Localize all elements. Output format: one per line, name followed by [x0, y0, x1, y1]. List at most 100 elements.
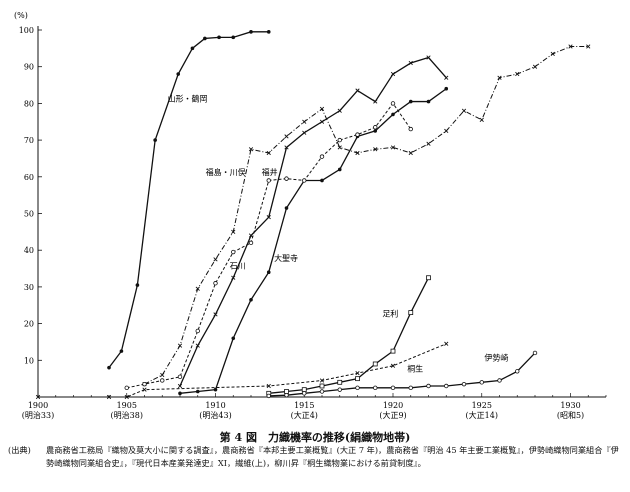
y-tick-label: 50	[24, 210, 34, 219]
data-point	[461, 108, 467, 113]
data-point	[124, 385, 129, 391]
data-point	[160, 372, 165, 378]
data-point	[266, 393, 271, 399]
data-point	[586, 44, 591, 49]
series-label: 大聖寺	[274, 253, 298, 263]
data-point	[248, 147, 254, 152]
data-point	[142, 381, 147, 387]
data-point	[355, 376, 360, 382]
data-point	[337, 108, 342, 113]
data-point	[106, 394, 112, 400]
y-tick-label: 80	[24, 99, 34, 108]
data-point	[319, 106, 325, 112]
data-point	[319, 378, 325, 383]
x-tick-label: 1920	[383, 401, 403, 410]
y-tick-label: 100	[19, 26, 34, 35]
data-point	[390, 348, 396, 354]
data-point	[213, 281, 218, 286]
chart-axes: 102030405060708090100(%)1900(明治33)1905(明…	[14, 11, 607, 420]
data-point	[249, 30, 253, 34]
data-point	[479, 380, 484, 385]
data-point	[195, 343, 200, 348]
y-tick-label: 90	[24, 63, 34, 72]
series-4	[124, 101, 413, 391]
x-tick-sublabel: (明治38)	[111, 410, 143, 420]
data-point	[35, 394, 41, 400]
data-point	[337, 137, 342, 143]
data-point	[426, 141, 431, 146]
data-point	[284, 145, 289, 150]
data-point	[319, 154, 325, 159]
data-point	[408, 310, 414, 315]
source-citation: (出典) 農商務省工務局『織物及莫大小に関する調査』，農商務省『本邦主要工業概覧…	[8, 444, 626, 470]
data-point	[532, 64, 538, 69]
series-label: 桐生	[407, 363, 423, 373]
data-point	[213, 312, 218, 317]
data-point	[355, 132, 360, 137]
x-tick-sublabel: (大正4)	[291, 410, 318, 420]
data-point	[391, 112, 395, 117]
data-point	[195, 328, 200, 334]
x-tick-sublabel: (明治43)	[199, 410, 231, 420]
series-7	[266, 350, 538, 399]
data-point	[142, 387, 147, 392]
data-point	[337, 387, 342, 392]
data-point	[213, 387, 218, 392]
data-point	[302, 130, 307, 135]
x-tick-sublabel: (昭和5)	[557, 411, 584, 420]
data-point	[124, 394, 129, 400]
y-tick-label: 40	[24, 246, 34, 255]
data-point	[497, 75, 502, 80]
x-tick-label: 1900	[28, 401, 48, 410]
series-line	[179, 88, 447, 394]
series-label: 石川	[230, 262, 246, 271]
y-tick-label: 30	[24, 283, 34, 292]
data-point	[190, 46, 195, 51]
x-tick-label: 1915	[294, 401, 314, 410]
data-point	[248, 240, 254, 246]
figure-title: 第 4 図 力織機率の推移(絹織物地帯)	[219, 431, 411, 444]
data-point	[266, 383, 271, 389]
data-point	[266, 215, 271, 220]
chart-series	[35, 30, 591, 400]
source-prefix: (出典)	[8, 445, 31, 455]
data-point	[355, 150, 360, 156]
data-point	[355, 371, 360, 376]
data-point	[249, 297, 253, 302]
series-label: 福島・川俣	[206, 167, 246, 177]
data-point	[408, 150, 413, 156]
data-point	[177, 383, 183, 389]
series-label: 伊勢崎	[484, 352, 508, 362]
data-point	[337, 145, 342, 150]
series-label: 足利	[382, 308, 398, 318]
source-text: 農商務省工務局『織物及莫大小に関する調査』，農商務省『本邦主要工業概覧』(大正 …	[46, 445, 619, 468]
data-point	[373, 147, 378, 152]
data-point	[319, 389, 325, 394]
data-point	[426, 383, 431, 389]
data-point	[231, 249, 236, 255]
data-point	[444, 128, 449, 134]
data-point	[532, 350, 538, 356]
data-point	[355, 88, 360, 93]
series-3	[178, 86, 449, 396]
line-chart: 102030405060708090100(%)1900(明治33)1905(明…	[14, 11, 607, 420]
series-0	[107, 30, 271, 370]
data-point	[266, 150, 271, 156]
data-point	[231, 35, 236, 40]
data-point	[177, 343, 183, 348]
data-point	[284, 392, 289, 398]
data-point	[515, 369, 520, 374]
data-point	[266, 30, 271, 34]
data-point	[373, 129, 378, 133]
data-point	[444, 86, 449, 91]
data-point	[372, 361, 378, 367]
data-point	[515, 71, 520, 77]
data-point	[426, 99, 431, 104]
data-point	[390, 145, 396, 150]
data-point	[337, 167, 342, 172]
data-point	[284, 206, 289, 210]
data-point	[231, 275, 236, 280]
series-line	[268, 352, 536, 397]
data-point	[319, 119, 325, 124]
x-tick-label: 1930	[560, 401, 580, 410]
